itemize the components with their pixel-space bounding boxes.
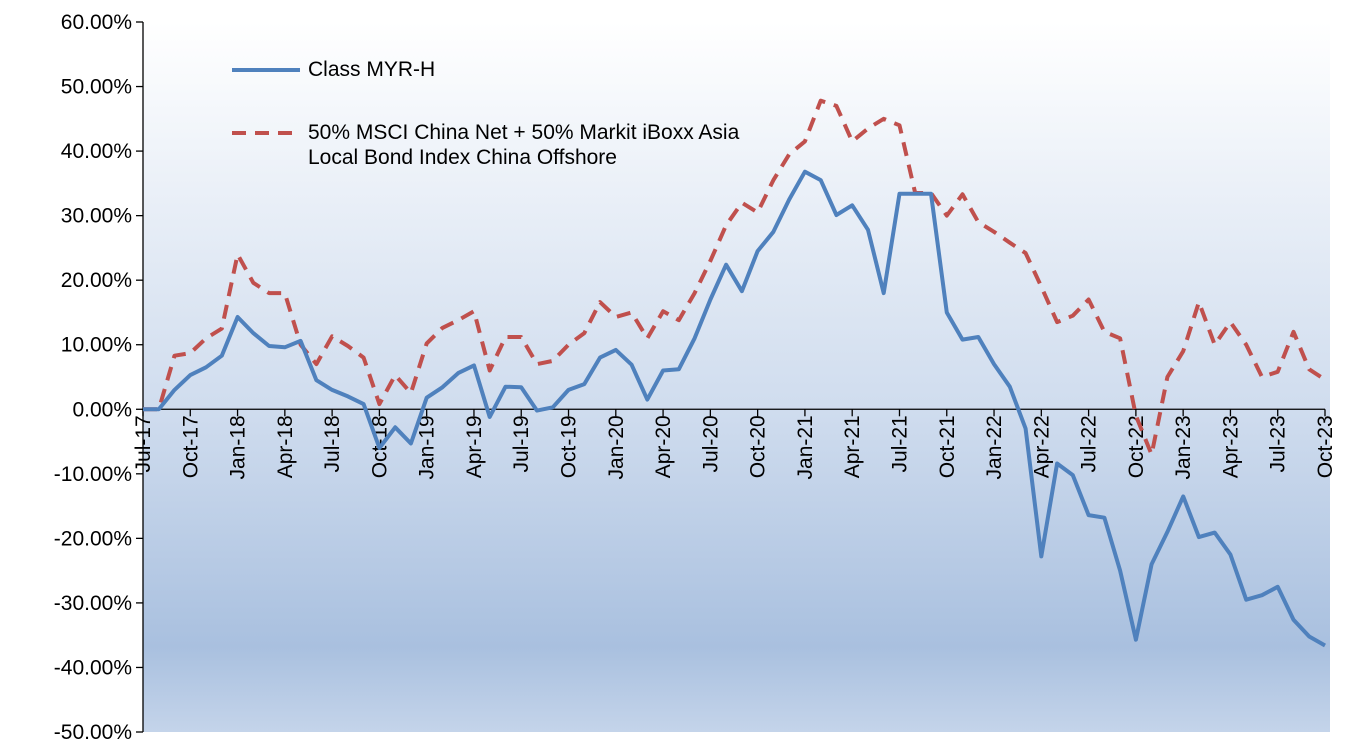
y-tick-label: -30.00% xyxy=(54,592,132,615)
y-tick-label: 20.00% xyxy=(61,269,132,292)
y-tick-label: -40.00% xyxy=(54,656,132,679)
legend-label: Class MYR-H xyxy=(308,58,436,81)
x-tick-label: Oct-17 xyxy=(179,415,202,478)
y-tick-label: 40.00% xyxy=(61,140,132,163)
x-tick-label: Jul-20 xyxy=(699,415,722,472)
x-tick-label: Apr-18 xyxy=(274,415,297,478)
x-tick-label: Apr-23 xyxy=(1219,415,1242,478)
legend-label-box: Class MYR-H xyxy=(308,58,436,81)
x-tick-label: Apr-21 xyxy=(841,415,864,478)
x-tick-label: Apr-20 xyxy=(652,415,675,478)
y-tick-label: 50.00% xyxy=(61,76,132,99)
x-tick-label: Oct-22 xyxy=(1125,415,1148,478)
x-tick-label: Oct-21 xyxy=(936,415,959,478)
x-tick-label: Jan-22 xyxy=(983,415,1006,479)
x-tick-label: Jul-19 xyxy=(510,415,533,472)
x-tick-label: Jan-19 xyxy=(416,415,439,479)
x-tick-label: Jan-21 xyxy=(794,415,817,479)
x-tick-label: Jul-21 xyxy=(888,415,911,472)
x-tick-label: Oct-20 xyxy=(747,415,770,478)
x-tick-label: Oct-19 xyxy=(558,415,581,478)
y-tick-label: 30.00% xyxy=(61,205,132,228)
x-tick-label: Jan-18 xyxy=(227,415,250,479)
y-tick-label: 60.00% xyxy=(61,11,132,34)
x-tick-label: Jul-18 xyxy=(321,415,344,472)
x-tick-label: Jul-23 xyxy=(1267,415,1290,472)
x-tick-label: Jul-22 xyxy=(1078,415,1101,472)
y-tick-label: -10.00% xyxy=(54,463,132,486)
series-line xyxy=(143,98,1327,457)
x-tick-label: Apr-19 xyxy=(463,415,486,478)
x-tick-label: Oct-23 xyxy=(1314,415,1337,478)
x-tick-label: Jan-20 xyxy=(605,415,628,479)
legend-label-box: 50% MSCI China Net + 50% Markit iBoxx As… xyxy=(308,121,740,169)
x-tick-label: Jul-17 xyxy=(132,415,155,472)
series-line xyxy=(143,169,1326,648)
y-tick-label: 0.00% xyxy=(72,398,132,421)
x-tick-label: Jan-23 xyxy=(1172,415,1195,479)
x-tick-label: Apr-22 xyxy=(1030,415,1053,478)
y-tick-label: -50.00% xyxy=(54,721,132,744)
legend-label: 50% MSCI China Net + 50% Markit iBoxx As… xyxy=(308,121,740,169)
plot-area xyxy=(143,22,1330,732)
y-tick-label: 10.00% xyxy=(61,334,132,357)
y-tick-label: -20.00% xyxy=(54,527,132,550)
